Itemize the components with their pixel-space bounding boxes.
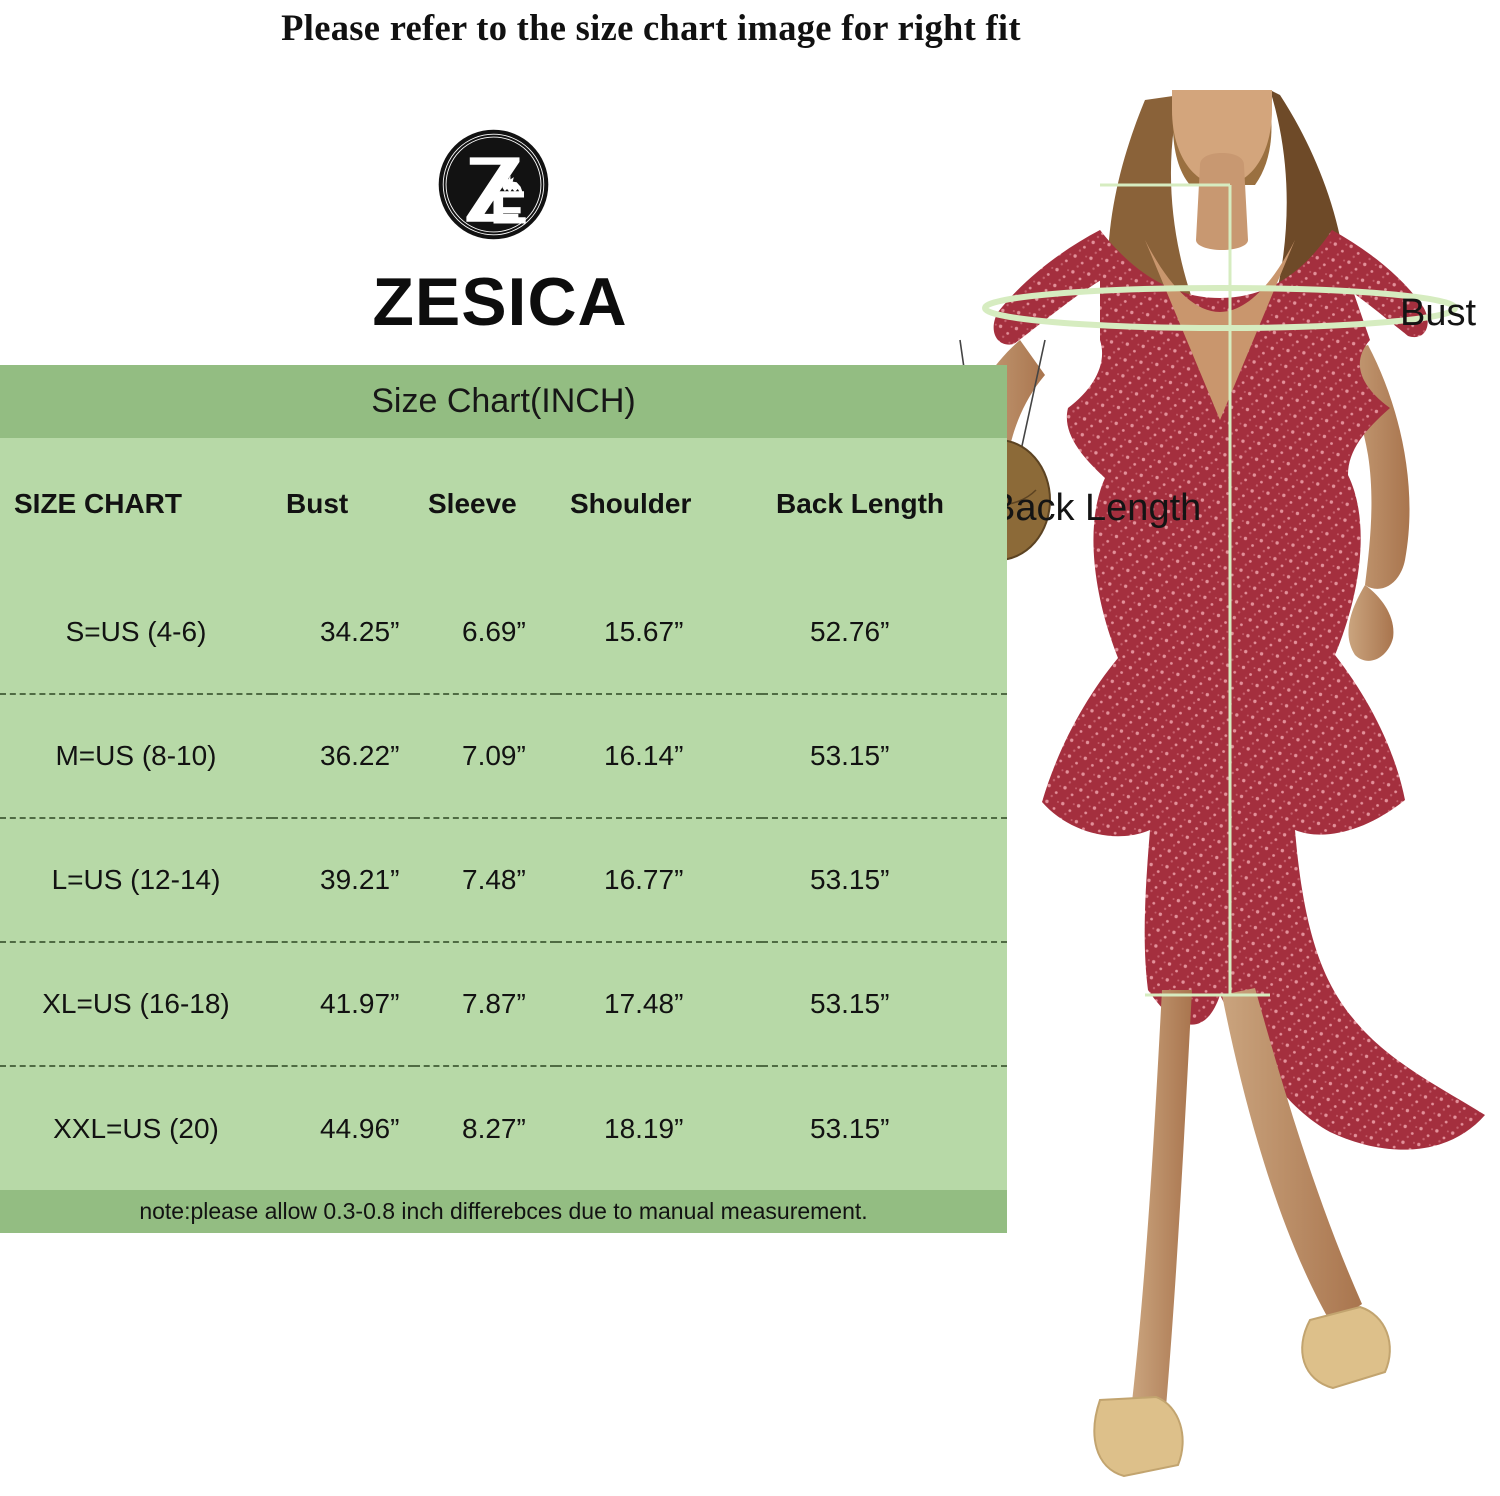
svg-text:Back Length: Back Length — [990, 487, 1201, 529]
svg-text:Bust: Bust — [1400, 292, 1476, 334]
